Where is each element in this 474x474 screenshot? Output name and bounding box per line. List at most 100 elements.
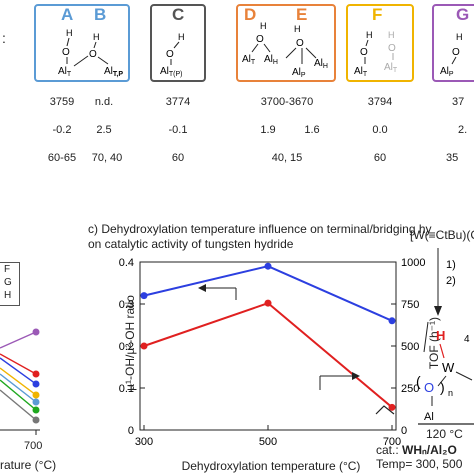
site-structure-ab: H O AlT H O AlT,P (58, 28, 123, 78)
arrow-left-head (198, 284, 206, 292)
shift-f: 0.0 (372, 124, 388, 136)
x-tick-label: 700 (383, 436, 401, 448)
site-structure-c: H O AlT(P) (160, 32, 185, 78)
left-panel-legend: F G H (0, 262, 20, 306)
series-line-right (143, 302, 393, 409)
legend-g: G (4, 277, 12, 288)
site-letter-b: B (94, 5, 107, 24)
energy-de: 40, 15 (271, 152, 303, 164)
svg-text:H: H (366, 30, 373, 40)
site-box-de (236, 4, 336, 82)
reagent-formula: [W(≡CtBu)(C (410, 228, 474, 242)
left-tick-label: 0 (128, 425, 134, 437)
panel-c-title: c) Dehydroxylation temperature influence… (88, 222, 432, 236)
legend-h: H (4, 290, 12, 301)
svg-text:): ) (440, 379, 445, 395)
data-point-left-500 (264, 262, 272, 270)
shift-d: 1.9 (260, 124, 276, 136)
svg-text:H: H (436, 328, 445, 343)
svg-text:H: H (456, 32, 463, 42)
left-x-label: rature (°C) (0, 458, 57, 472)
freq-de: 3700-3670 (260, 96, 314, 108)
svg-text:(: ( (416, 373, 421, 389)
freq-b: n.d. (94, 96, 114, 108)
temp-120: 120 °C (426, 427, 463, 441)
right-tick-label: 500 (401, 341, 419, 353)
site-letter-d: D (244, 5, 257, 24)
x-axis-label: Dehydroxylation temperature (°C) (181, 459, 361, 473)
step-2-label: 2) (446, 275, 456, 287)
svg-text:W: W (442, 360, 455, 375)
svg-text:4: 4 (464, 334, 470, 345)
energy-c: 60 (171, 152, 185, 164)
right-tick-label: 1000 (401, 257, 425, 269)
svg-text:H: H (294, 24, 301, 34)
svg-text:O: O (452, 47, 460, 58)
svg-text:O: O (388, 43, 396, 54)
shift-a: -0.2 (52, 124, 72, 136)
site-letter-f: F (372, 5, 383, 24)
svg-text:Al: Al (424, 411, 434, 423)
svg-text:H: H (93, 32, 100, 42)
right-tick-label: 250 (401, 383, 419, 395)
svg-text:O: O (360, 47, 368, 58)
energy-a: 60-65 (47, 152, 77, 164)
data-point-left-300 (140, 292, 148, 300)
legend-f: F (4, 264, 11, 275)
series-line-left (143, 265, 393, 322)
data-point-right-700 (388, 403, 396, 411)
site-letter-c: C (172, 5, 185, 24)
svg-text:O: O (424, 380, 434, 395)
left-tick-label: 0.2 (119, 341, 134, 353)
step-1-label: 1) (446, 259, 456, 271)
energy-f: 60 (373, 152, 387, 164)
shift-g: 2. (458, 124, 468, 136)
left-tick-label: 0.1 (119, 383, 134, 395)
right-tick-label: 0 (401, 425, 407, 437)
reaction-scheme: 1) 2) H 4 W ( O ) n Al (416, 248, 473, 423)
shift-c: -0.1 (168, 124, 188, 136)
site-box-g (432, 4, 474, 82)
left-panel-plot (0, 328, 40, 435)
svg-text:H: H (260, 21, 267, 31)
site-letter-g: G (456, 5, 470, 24)
site-structure-de: H O AlT AlH H O AlP AlH (242, 21, 328, 79)
site-structure-g: H O AlP (440, 32, 463, 78)
energy-b: 70, 40 (91, 152, 123, 164)
svg-text:H: H (66, 28, 73, 38)
site-structure-f: H O AlT H O AlT (354, 30, 398, 78)
svg-text:O: O (256, 34, 264, 45)
left-x-tick-700: 700 (24, 440, 43, 452)
y-axis-left-label: µ¹-OH/µ²-OH ratio (123, 295, 137, 391)
panel-c-subtitle: on catalytic activity of tungsten hydrid… (88, 237, 294, 251)
data-point-right-500 (264, 299, 272, 307)
shift-b: 2.5 (96, 124, 112, 136)
site-letter-e: E (296, 5, 308, 24)
left-tick-label: 0.4 (119, 257, 134, 269)
x-tick-label: 500 (259, 436, 277, 448)
site-box-f (346, 4, 414, 82)
site-box-ab (34, 4, 130, 82)
svg-text:O: O (89, 49, 97, 60)
data-point-left-700 (388, 317, 396, 325)
x-tick-label: 300 (135, 436, 153, 448)
freq-c: 3774 (165, 96, 191, 108)
site-box-c (150, 4, 206, 82)
freq-a: 3759 (49, 96, 75, 108)
propane-arrow (375, 405, 474, 425)
catalyst-formula: WHₙ/Al₂O (402, 443, 457, 457)
svg-text:O: O (296, 38, 304, 49)
right-tick-label: 750 (401, 299, 419, 311)
data-point-right-300 (140, 342, 148, 350)
freq-g: 37 (452, 96, 465, 108)
arrow-right-head (352, 372, 360, 380)
svg-text:O: O (62, 47, 70, 58)
site-letter-a: A (61, 5, 74, 24)
left-tick-label: 0.3 (119, 299, 134, 311)
energy-g: 35 (446, 152, 459, 164)
catalyst-prefix: cat.: (376, 443, 399, 457)
svg-text:H: H (178, 32, 185, 42)
shift-e: 1.6 (304, 124, 320, 136)
svg-text:H: H (388, 30, 395, 40)
